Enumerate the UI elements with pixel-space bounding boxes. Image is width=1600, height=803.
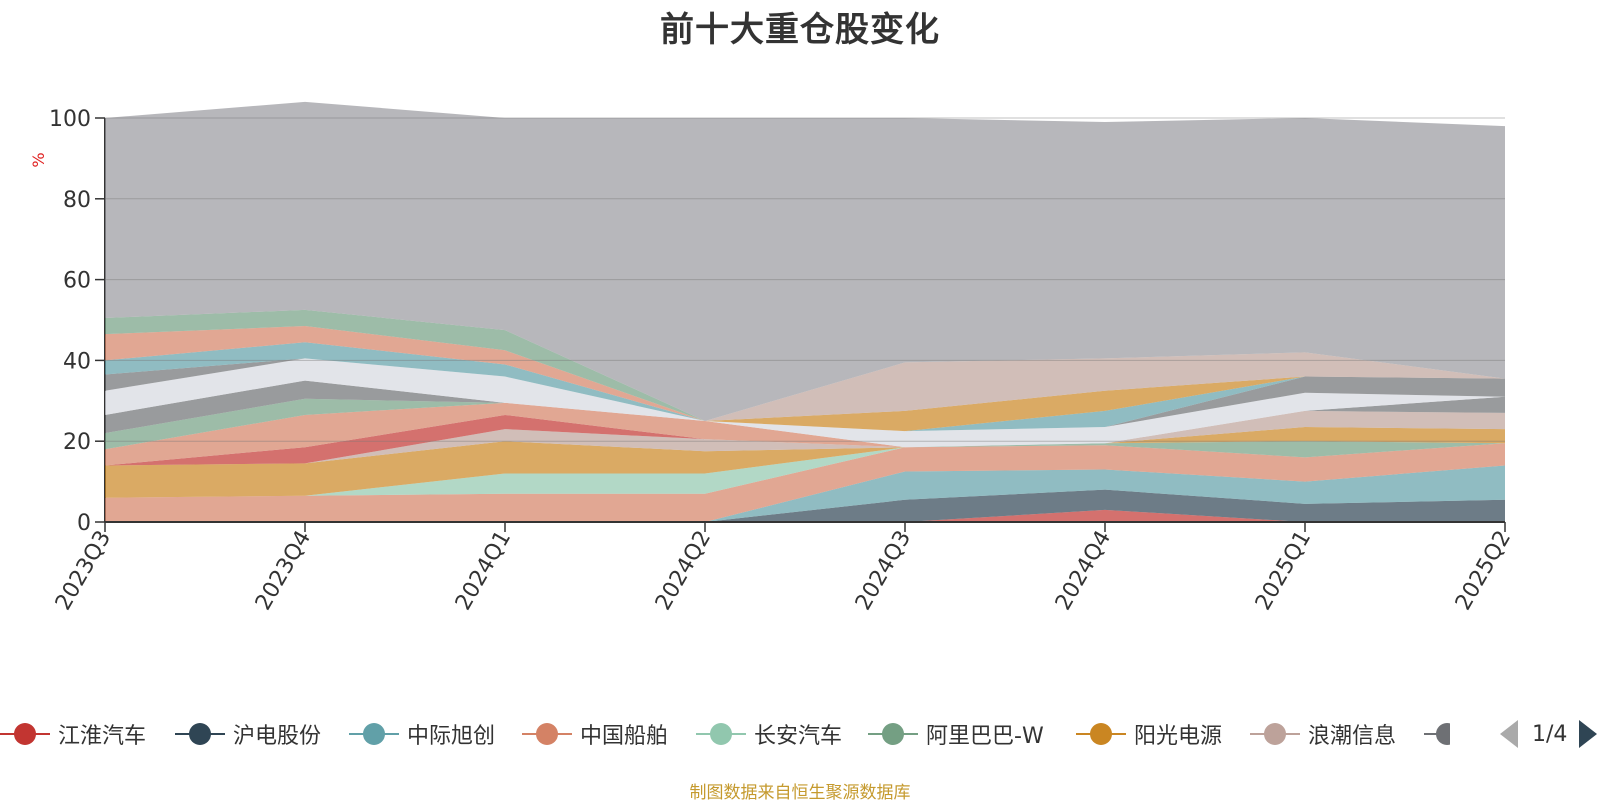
legend-item[interactable]: 浪潮信息 <box>1250 716 1396 752</box>
legend-prev-page-button[interactable] <box>1500 720 1518 748</box>
y-axis-unit-label: % <box>29 152 48 167</box>
legend-pager: 1/4 <box>1500 716 1598 752</box>
area-series-9[interactable] <box>105 396 1505 466</box>
x-tick-label: 2024Q1 <box>451 527 516 615</box>
legend-item[interactable]: 阳光电源 <box>1076 716 1222 752</box>
area-series-19[interactable] <box>105 309 1505 421</box>
area-series-12[interactable] <box>105 380 1505 448</box>
area-series-7[interactable] <box>105 410 1505 466</box>
area-series-6[interactable] <box>105 427 1505 498</box>
x-tick-label: 2023Q4 <box>251 527 316 615</box>
area-series-15[interactable] <box>105 342 1505 432</box>
area-series-2[interactable] <box>105 465 1505 522</box>
y-tick-label: 60 <box>63 269 91 294</box>
x-tick-label: 2025Q1 <box>1251 527 1316 615</box>
y-tick-label: 20 <box>63 430 91 455</box>
y-tick-label: 80 <box>63 188 91 213</box>
x-tick-label: 2023Q3 <box>51 527 116 615</box>
x-tick-label: 2025Q2 <box>1451 527 1516 615</box>
legend-item[interactable]: 阿里巴巴-W <box>868 716 1044 752</box>
legend: 江淮汽车 沪电股份 中际旭创 中国船舶 长安汽车 阿里巴巴-W 阳光电源 浪潮信息 <box>0 716 1600 752</box>
legend-label: 阳光电源 <box>1134 724 1223 749</box>
area-series-16[interactable] <box>105 326 1505 432</box>
legend-label: 浪潮信息 <box>1308 724 1397 749</box>
area-series-4[interactable] <box>105 443 1505 498</box>
legend-item[interactable]: 长安汽车 <box>696 716 842 752</box>
legend-item[interactable]: 沪电股份 <box>175 716 321 752</box>
legend-label: 中国船舶 <box>580 724 669 749</box>
legend-page-indicator: 1/4 <box>1532 721 1568 747</box>
y-tick-label: 40 <box>63 349 91 374</box>
area-series-20[interactable] <box>105 101 1505 421</box>
area-series-10[interactable] <box>105 396 1505 466</box>
legend-item[interactable]: 中际旭创 <box>349 716 495 752</box>
x-tick-label: 2024Q3 <box>851 527 916 615</box>
area-series-1[interactable] <box>105 489 1505 522</box>
area-series-18[interactable] <box>105 309 1505 432</box>
x-tick-label: 2024Q2 <box>651 527 716 615</box>
y-tick-label: 0 <box>77 511 91 536</box>
legend-label: 江淮汽车 <box>58 724 147 749</box>
legend-item[interactable]: 中国船舶 <box>522 716 668 752</box>
source-note: 制图数据来自恒生聚源数据库 <box>689 783 911 803</box>
legend-marker-icon <box>0 716 50 752</box>
legend-item-partial[interactable] <box>1424 716 1450 752</box>
legend-marker-icon <box>175 716 225 752</box>
legend-marker-icon <box>868 716 918 752</box>
legend-next-page-button[interactable] <box>1579 720 1598 748</box>
area-series-5[interactable] <box>105 441 1505 498</box>
legend-marker-icon <box>696 716 746 752</box>
y-tick-label: 100 <box>49 107 91 132</box>
area-series-14[interactable] <box>105 358 1505 432</box>
legend-item[interactable]: 江淮汽车 <box>0 716 146 752</box>
legend-marker-icon <box>1424 716 1450 752</box>
x-tick-label: 2024Q4 <box>1051 527 1116 615</box>
chart-title: 前十大重仓股变化 <box>660 10 940 50</box>
legend-marker-icon <box>349 716 399 752</box>
legend-marker-icon <box>522 716 572 752</box>
legend-label: 长安汽车 <box>754 724 843 749</box>
legend-label: 中际旭创 <box>407 724 496 749</box>
grid-lines <box>105 117 1505 523</box>
legend-label: 阿里巴巴-W <box>926 724 1044 749</box>
stacked-areas <box>105 101 1505 522</box>
area-series-17[interactable] <box>105 309 1505 432</box>
area-series-0[interactable] <box>105 509 1505 522</box>
legend-label: 沪电股份 <box>233 724 322 749</box>
legend-marker-icon <box>1250 716 1300 752</box>
area-series-3[interactable] <box>105 443 1505 522</box>
area-series-13[interactable] <box>105 358 1505 448</box>
legend-marker-icon <box>1076 716 1126 752</box>
